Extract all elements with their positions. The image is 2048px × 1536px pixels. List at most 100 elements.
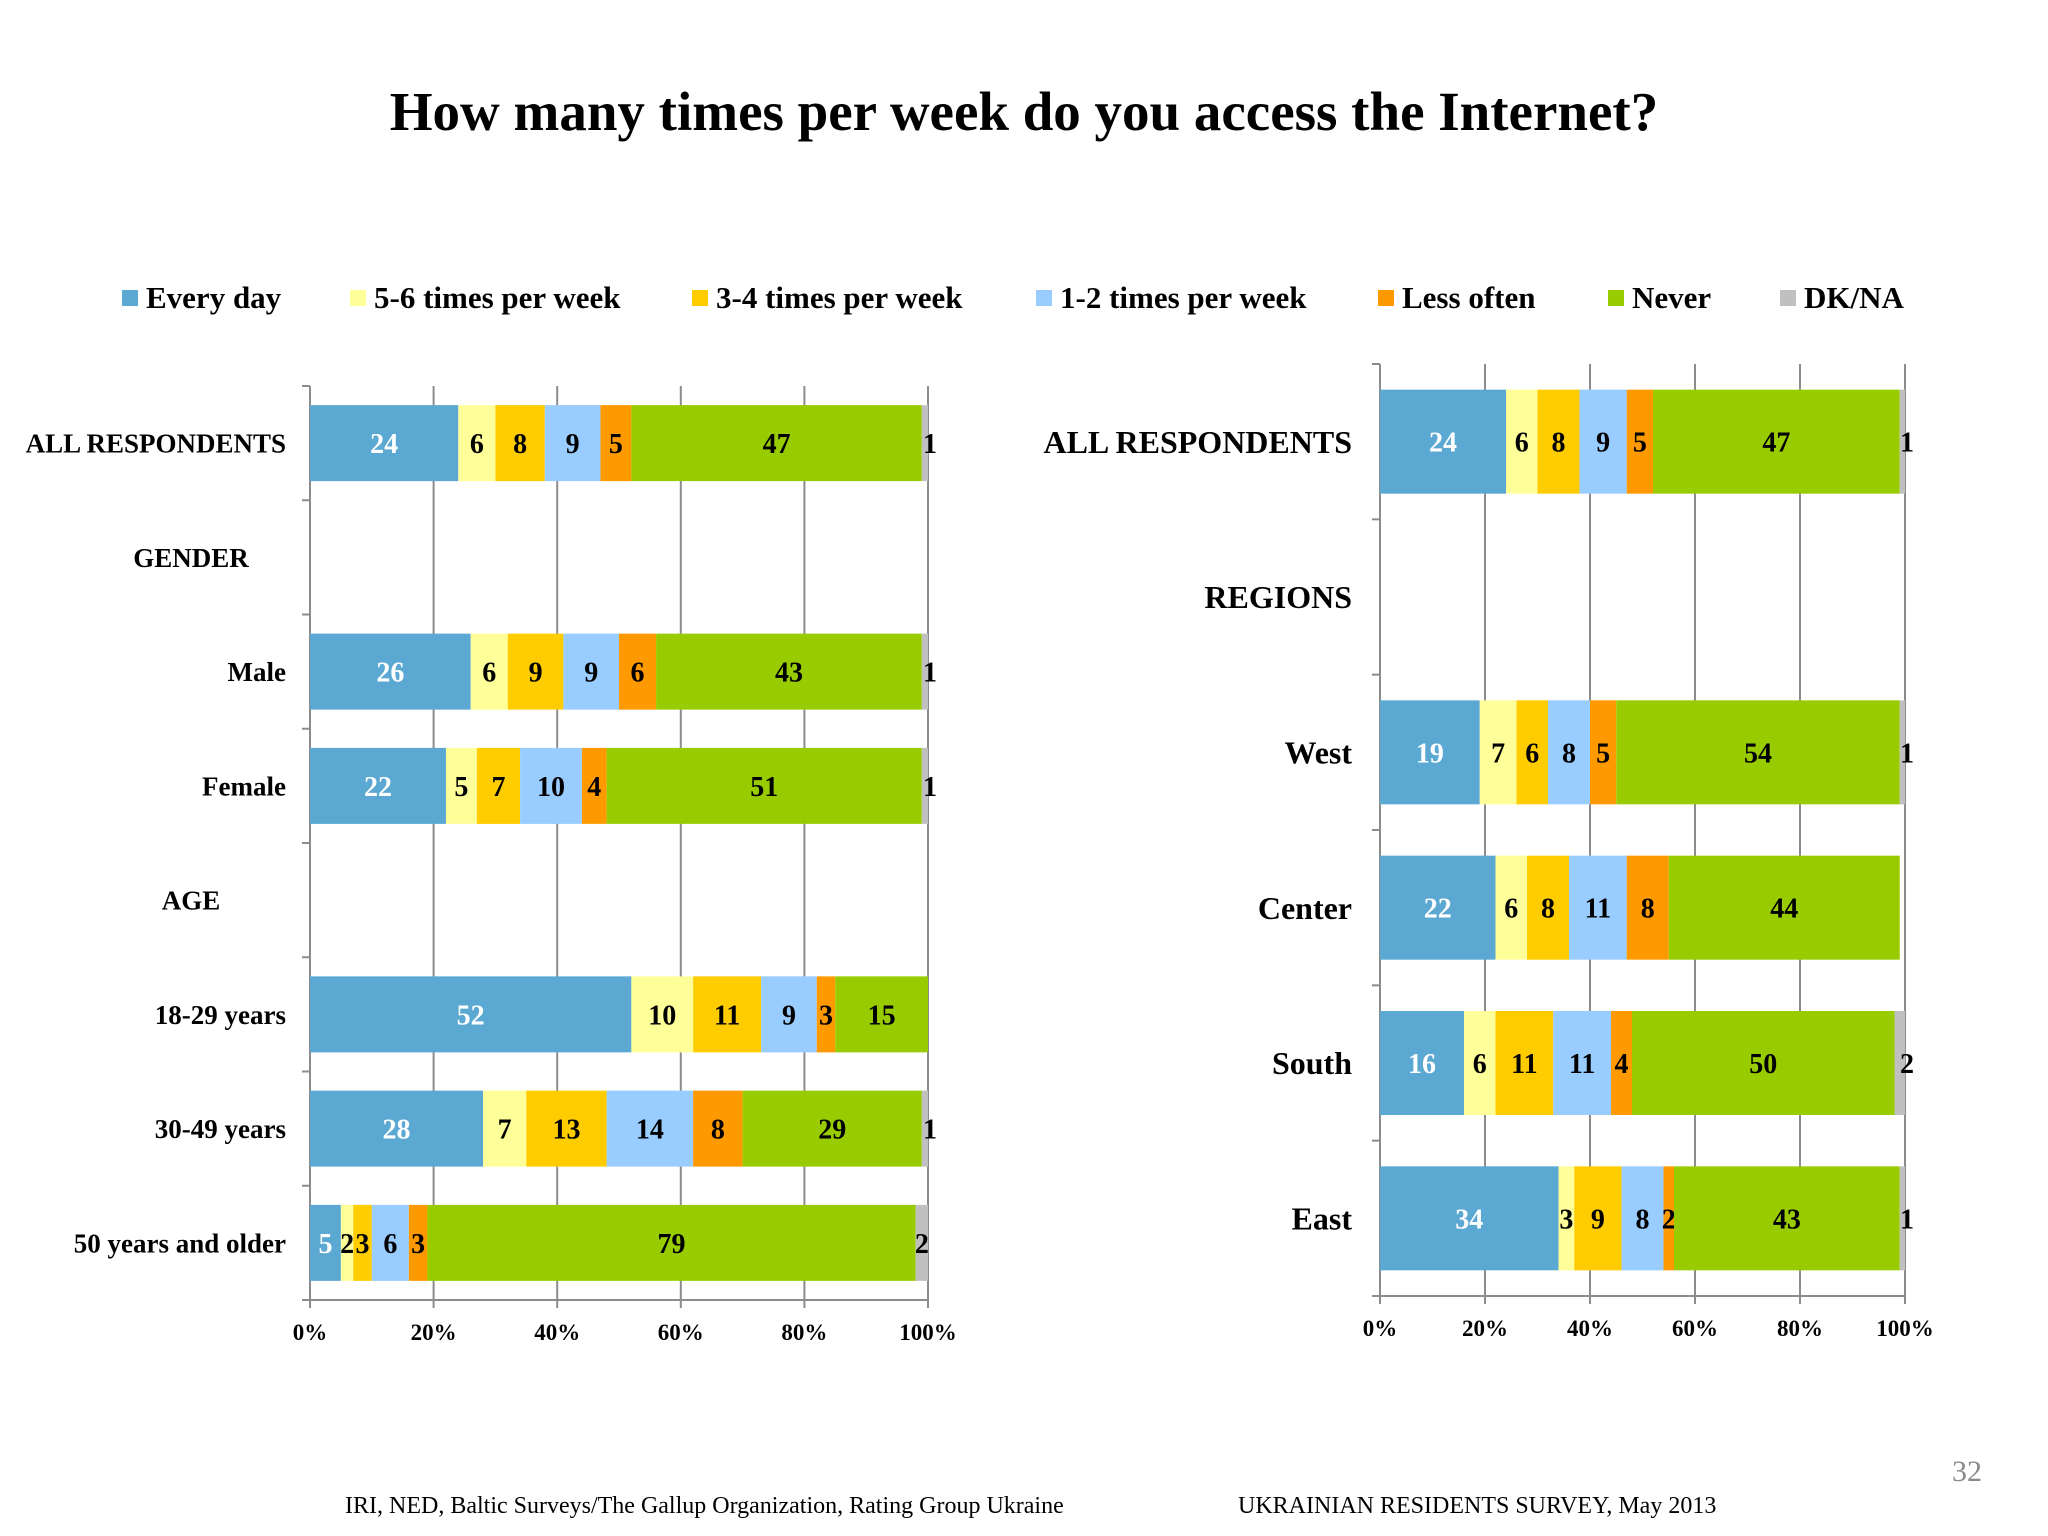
data-label: 1 (923, 429, 937, 460)
bar-segment (458, 405, 496, 482)
category-label-line: 30-49 years (155, 1114, 286, 1144)
data-label: 3 (819, 1000, 833, 1031)
bar-segment (1537, 389, 1580, 494)
category-label: West (1284, 735, 1352, 771)
category-label-line: Female (202, 771, 286, 801)
legend-swatch (1036, 290, 1052, 306)
category-label: GENDER (133, 543, 249, 573)
bar-segment (1516, 700, 1548, 805)
data-label: 8 (711, 1115, 725, 1146)
bar-segment (1626, 855, 1669, 960)
data-label: 15 (868, 1000, 896, 1031)
bar-segment (742, 1090, 922, 1167)
bar-segment (507, 633, 564, 710)
legend-swatch (1608, 290, 1624, 306)
data-label: 8 (1641, 894, 1655, 925)
bar-segment (600, 405, 632, 482)
data-label: 11 (1569, 1049, 1595, 1080)
data-label: 7 (1491, 738, 1505, 769)
data-label: 9 (1591, 1204, 1605, 1235)
data-label: 10 (537, 772, 565, 803)
category-label-line: Male (228, 657, 286, 687)
bar-segment (1464, 1011, 1496, 1115)
data-label: 50 (1749, 1049, 1777, 1080)
bar-segment (495, 405, 545, 482)
x-tick-label: 40% (534, 1320, 580, 1345)
bar-segment (1616, 700, 1900, 805)
footer-survey: UKRAINIAN RESIDENTS SURVEY, May 2013 (1238, 1493, 1717, 1519)
data-label: 24 (1429, 428, 1457, 459)
x-tick-label: 20% (1462, 1316, 1508, 1341)
data-label: 3 (1559, 1204, 1573, 1235)
bar-segment (1380, 1166, 1559, 1271)
data-label: 7 (491, 772, 505, 803)
category-label-line: AGE (162, 886, 221, 916)
category-label-line: West (1284, 735, 1352, 771)
category-label: Female (202, 771, 286, 801)
bar-segment (915, 1204, 928, 1281)
bar-segment (1611, 1011, 1632, 1115)
bar-segment (310, 747, 446, 824)
data-label: 9 (529, 658, 543, 689)
bar-segment (1621, 1166, 1664, 1271)
data-label: 47 (763, 429, 791, 460)
data-label: 7 (498, 1115, 512, 1146)
data-label: 29 (818, 1115, 846, 1146)
category-label: Male (228, 657, 286, 687)
category-label: ALL RESPONDENTS (26, 429, 286, 459)
bar-segment (1899, 389, 1905, 494)
bar-segment (1668, 855, 1900, 960)
bar-segment (310, 976, 632, 1053)
x-tick-label: 100% (899, 1320, 957, 1345)
bar-segment (1479, 700, 1517, 805)
data-label: 28 (383, 1115, 411, 1146)
category-label: AGE (162, 886, 221, 916)
data-label: 19 (1416, 738, 1444, 769)
data-label: 9 (584, 658, 598, 689)
legend-swatch (350, 290, 366, 306)
bar-segment (1663, 1166, 1674, 1271)
data-label: 4 (587, 772, 601, 803)
data-label: 8 (1541, 894, 1555, 925)
data-label: 54 (1744, 738, 1772, 769)
x-tick-label: 0% (293, 1320, 328, 1345)
data-label: 11 (1511, 1049, 1537, 1080)
data-label: 51 (750, 772, 778, 803)
bar-segment (445, 747, 477, 824)
data-label: 43 (775, 658, 803, 689)
data-label: 5 (1596, 738, 1610, 769)
bar-segment (427, 1204, 916, 1281)
data-label: 3 (411, 1229, 425, 1260)
bar-segment (761, 976, 817, 1053)
x-tick-label: 60% (1672, 1316, 1718, 1341)
legend-item-1-2-times: 1-2 times per week (1036, 280, 1307, 316)
data-label: 1 (1900, 428, 1914, 459)
bar-segment (371, 1204, 409, 1281)
bar-segment (470, 633, 508, 710)
chart-left: 0% 20% 40% 60% 80% 100%ALL RESPONDENTS 24 6 8 9 5 4… (26, 385, 957, 1345)
data-label: 79 (658, 1229, 686, 1260)
data-label: 8 (1552, 428, 1566, 459)
legend-swatch (692, 290, 708, 306)
legend-item-every-day: Every day (122, 280, 281, 316)
data-label: 2 (915, 1229, 929, 1260)
data-label: 1 (1900, 738, 1914, 769)
bar-segment (1590, 700, 1617, 805)
bar-segment (921, 633, 928, 710)
x-tick-label: 60% (658, 1320, 704, 1345)
category-label-line: GENDER (133, 543, 249, 573)
bar-segment (1506, 389, 1538, 494)
bar-segment (310, 1090, 484, 1167)
category-label-line: ALL RESPONDENTS (26, 429, 286, 459)
category-label-line: Center (1258, 890, 1352, 926)
data-label: 1 (923, 1115, 937, 1146)
data-label: 22 (364, 772, 392, 803)
data-label: 8 (1562, 738, 1576, 769)
bar-segment (310, 1204, 341, 1281)
category-label: REGIONS (1204, 579, 1352, 615)
x-tick-label: 40% (1567, 1316, 1613, 1341)
bar-segment (1380, 855, 1496, 960)
bar-segment (693, 976, 762, 1053)
bar-segment (921, 747, 928, 824)
data-label: 9 (1596, 428, 1610, 459)
